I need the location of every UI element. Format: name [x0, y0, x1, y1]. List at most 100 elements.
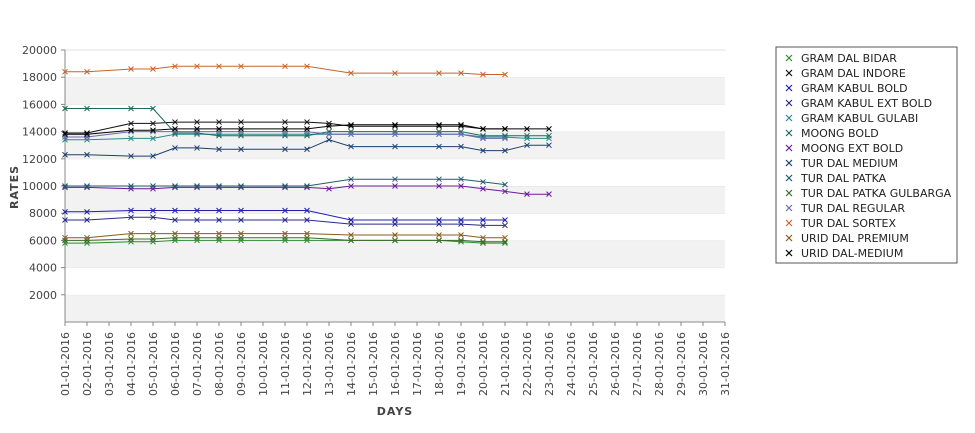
- data-point: [282, 132, 288, 139]
- data-point: [62, 105, 68, 112]
- y-tick-label: 2000: [29, 289, 57, 302]
- x-tick-label: 30-01-2016: [697, 332, 710, 396]
- data-point: [304, 132, 310, 139]
- data-point: [216, 234, 222, 241]
- x-tick-label: 04-01-2016: [125, 332, 138, 396]
- data-point: [392, 217, 398, 223]
- data-point: [458, 70, 464, 76]
- data-point: [392, 70, 398, 76]
- legend-label: GRAM KABUL EXT BOLD: [801, 97, 932, 110]
- data-point: [150, 236, 156, 242]
- x-tick-label: 24-01-2016: [565, 332, 578, 396]
- legend-item: GRAM DAL INDORE: [785, 67, 906, 80]
- data-point: [150, 230, 156, 237]
- data-point: [480, 179, 486, 185]
- legend-item: TUR DAL PATKA: [785, 172, 887, 185]
- series-line: [65, 216, 505, 226]
- data-point: [458, 121, 464, 128]
- data-point: [348, 143, 354, 150]
- data-point: [546, 191, 552, 198]
- data-point: [304, 63, 310, 70]
- legend-item: GRAM KABUL EXT BOLD: [785, 97, 932, 110]
- data-point: [150, 127, 156, 134]
- series-line: [65, 65, 505, 75]
- data-point: [238, 234, 244, 241]
- x-tick-label: 23-01-2016: [543, 332, 556, 396]
- data-point: [194, 234, 200, 241]
- x-tick-label: 16-01-2016: [389, 332, 402, 396]
- data-point: [216, 63, 222, 70]
- data-point: [480, 126, 486, 132]
- data-point: [348, 183, 354, 189]
- x-tick-label: 07-01-2016: [191, 332, 204, 396]
- data-point: [304, 230, 310, 237]
- data-point: [238, 126, 244, 132]
- series-gram-kabul-ext-bold: [62, 214, 508, 229]
- data-point: [304, 183, 310, 189]
- data-point: [172, 126, 178, 132]
- data-point: [128, 105, 134, 112]
- data-point: [84, 131, 90, 138]
- y-tick-label: 20000: [22, 44, 57, 57]
- x-tick-label: 19-01-2016: [455, 332, 468, 396]
- x-tick-label: 25-01-2016: [587, 332, 600, 396]
- data-point: [436, 70, 442, 76]
- data-point: [502, 147, 508, 154]
- legend-label: URID DAL-MEDIUM: [801, 247, 903, 260]
- data-point: [84, 105, 90, 112]
- x-tick-label: 08-01-2016: [213, 332, 226, 396]
- x-tick-label: 22-01-2016: [521, 332, 534, 396]
- grid-band: [65, 104, 725, 132]
- data-point: [128, 153, 134, 159]
- data-point: [392, 143, 398, 150]
- series-tur-dal-patka: [62, 176, 508, 189]
- data-point: [150, 66, 156, 72]
- data-point: [172, 63, 178, 70]
- legend-marker: [785, 204, 793, 212]
- legend-marker: [785, 159, 793, 167]
- legend-item: URID DAL-MEDIUM: [785, 247, 903, 260]
- legend-label: TUR DAL REGULAR: [800, 202, 905, 215]
- data-point: [304, 217, 310, 223]
- data-point: [150, 153, 156, 159]
- x-tick-label: 11-01-2016: [279, 332, 292, 396]
- data-point: [304, 126, 310, 132]
- data-point: [128, 183, 134, 189]
- data-point: [502, 222, 508, 229]
- data-point: [150, 214, 156, 221]
- data-point: [436, 176, 442, 183]
- x-tick-label: 18-01-2016: [433, 332, 446, 396]
- series-urid-dal-medium: [62, 121, 552, 138]
- data-point: [282, 126, 288, 132]
- data-point: [392, 183, 398, 189]
- x-tick-label: 09-01-2016: [235, 332, 248, 396]
- legend-item: GRAM DAL BIDAR: [785, 52, 897, 65]
- x-tick-label: 10-01-2016: [257, 332, 270, 396]
- data-point: [194, 145, 200, 151]
- legend-item: TUR DAL MEDIUM: [785, 157, 898, 170]
- data-point: [546, 132, 552, 139]
- data-point: [216, 132, 222, 139]
- data-point: [524, 132, 530, 139]
- data-point: [194, 217, 200, 223]
- data-point: [458, 131, 464, 138]
- data-point: [172, 207, 178, 214]
- data-point: [62, 208, 68, 215]
- series-line: [65, 237, 505, 243]
- data-point: [392, 131, 398, 138]
- data-point: [172, 183, 178, 189]
- data-point: [194, 230, 200, 237]
- grid-band: [65, 186, 725, 214]
- x-tick-label: 13-01-2016: [323, 332, 336, 396]
- legend-label: MOONG EXT BOLD: [801, 142, 903, 155]
- data-point: [172, 230, 178, 237]
- data-point: [326, 136, 332, 143]
- data-point: [480, 71, 486, 78]
- x-tick-label: 21-01-2016: [499, 332, 512, 396]
- data-point: [84, 183, 90, 189]
- data-point: [304, 119, 310, 125]
- x-tick-label: 31-01-2016: [719, 332, 732, 396]
- data-point: [304, 207, 310, 214]
- x-tick-label: 12-01-2016: [301, 332, 314, 396]
- legend-box: [775, 46, 958, 264]
